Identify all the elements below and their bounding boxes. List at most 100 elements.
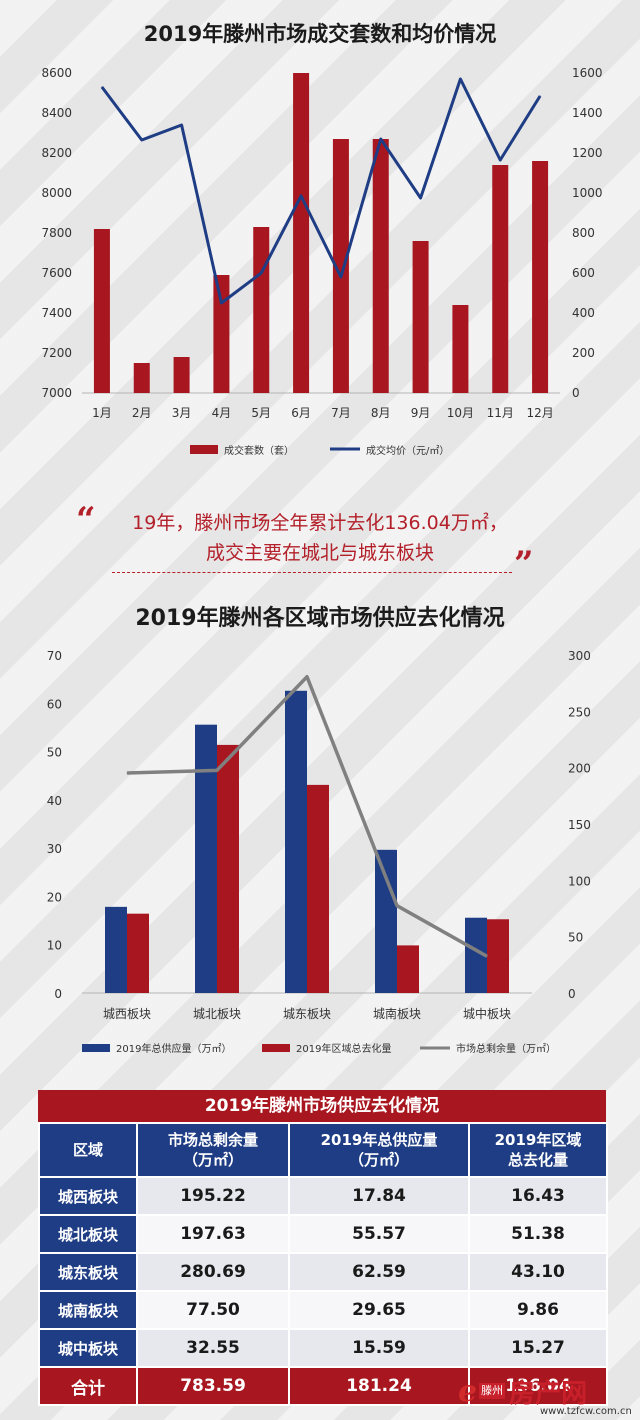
bar-11	[532, 161, 549, 393]
absorb-bar-1	[217, 744, 239, 993]
absorb-bar-2	[307, 784, 329, 993]
x-tick-label-4: 5月	[251, 406, 271, 420]
left-tick-label-5: 8000	[41, 186, 72, 200]
right-tick-label-2-0: 0	[568, 987, 576, 1001]
chart2-title: 2019年滕州各区域市场供应去化情况	[135, 606, 505, 631]
left-tick-label-8: 8600	[41, 66, 72, 80]
right-tick-label-2-6: 300	[568, 649, 591, 663]
table-cell: 15.27	[468, 1328, 608, 1368]
bar-0	[93, 229, 110, 393]
right-tick-label-2-1: 50	[568, 931, 583, 945]
x-tick-label-0: 1月	[92, 406, 112, 420]
table-row: 城南板块 77.50 29.65 9.86	[38, 1290, 608, 1330]
price-point-9	[459, 78, 461, 80]
supply-table: 2019年滕州市场供应去化情况 区域 市场总剩余量 （万㎡） 2019年总供应量 （万㎡…	[38, 1090, 608, 1406]
absorb-bar-0	[127, 913, 149, 993]
remaining-point-1	[216, 769, 218, 771]
price-point-2	[181, 124, 183, 126]
x-tick-label-3: 4月	[212, 406, 232, 420]
price-point-8	[420, 197, 422, 199]
x-tick-label-11: 12月	[526, 406, 553, 420]
price-point-3	[220, 302, 222, 304]
x-tick-label-1: 2月	[132, 406, 152, 420]
x-tick-label-10: 11月	[487, 406, 514, 420]
right-tick-label-2-3: 150	[568, 818, 591, 832]
table-header-0: 区域	[38, 1122, 138, 1178]
right-tick-label-4: 800	[572, 226, 595, 240]
left-tick-label-7: 8400	[41, 106, 72, 120]
supply-bar-0	[105, 906, 127, 993]
table-total-cell: 181.24	[288, 1366, 470, 1406]
bar-2	[173, 357, 190, 393]
table-header-1: 市场总剩余量 （万㎡）	[136, 1122, 290, 1178]
remaining-point-2	[306, 676, 308, 678]
bar-9	[452, 305, 469, 393]
price-point-10	[499, 159, 501, 161]
chart1-title: 2019年滕州市场成交套数和均价情况	[143, 22, 497, 46]
absorb-bar-4	[487, 919, 509, 993]
left-tick-label-2-4: 40	[47, 794, 62, 808]
table-cell: 51.38	[468, 1214, 608, 1254]
legend2-line-label: 市场总剩余量（万㎡）	[456, 1042, 556, 1055]
x-tick-label-2-1: 城北板块	[193, 1007, 241, 1021]
table-row: 城西板块 195.22 17.84 16.43	[38, 1176, 608, 1216]
right-tick-label-3: 600	[572, 266, 595, 280]
left-tick-label-2: 7400	[41, 306, 72, 320]
quote-line-2: 成交主要在城北与城东板块	[205, 542, 434, 564]
left-tick-label-0: 7000	[41, 386, 72, 400]
price-point-0	[101, 86, 103, 88]
legend2-absorb-label: 2019年区域总去化量	[296, 1042, 391, 1055]
right-tick-label-2-4: 200	[568, 762, 591, 776]
table-region-cell: 城南板块	[38, 1290, 138, 1330]
table-cell: 32.55	[136, 1328, 290, 1368]
x-tick-label-8: 9月	[411, 406, 431, 420]
right-tick-label-2-5: 250	[568, 705, 591, 719]
right-tick-label-2: 400	[572, 306, 595, 320]
left-tick-label-2-3: 30	[47, 842, 62, 856]
table-total-cell: 783.59	[136, 1366, 290, 1406]
price-line	[100, 77, 542, 305]
table-total-label: 合计	[38, 1366, 138, 1406]
close-quote-icon: ”	[514, 544, 534, 584]
remaining-point-0	[126, 772, 128, 774]
price-point-1	[141, 139, 143, 141]
remaining-point-3	[396, 905, 398, 907]
table-cell: 15.59	[288, 1328, 470, 1368]
bar-1	[133, 363, 150, 393]
left-tick-label-2-0: 0	[54, 987, 62, 1001]
left-tick-label-3: 7600	[41, 266, 72, 280]
table-grid: 区域 市场总剩余量 （万㎡） 2019年总供应量 （万㎡） 2019年区域 总去化量 城西板…	[38, 1122, 608, 1406]
open-quote-icon: “	[76, 500, 96, 540]
logo-mark-icon: e	[458, 1373, 478, 1409]
region-supply-chart: 0 10 20 30 40 50 60 70 0 50 100 150 200 250 300 城西板块 城北板…	[47, 649, 591, 1055]
bar-7	[372, 139, 389, 393]
legend-bar-swatch	[190, 445, 218, 454]
right-tick-label-7: 1400	[572, 106, 603, 120]
bar-6	[332, 139, 349, 393]
table-cell: 17.84	[288, 1176, 470, 1216]
table-row: 城北板块 197.63 55.57 51.38	[38, 1214, 608, 1254]
left-tick-label-2-7: 70	[47, 649, 62, 663]
right-tick-label-1: 200	[572, 346, 595, 360]
right-tick-label-0: 0	[572, 386, 580, 400]
supply-bar-3	[375, 849, 397, 993]
x-tick-label-2-4: 城中板块	[463, 1006, 511, 1021]
table-cell: 195.22	[136, 1176, 290, 1216]
logo-city: 滕州	[479, 1383, 506, 1399]
logo-url: www.tzfcw.com.cn	[540, 1406, 632, 1417]
left-tick-label-1: 7200	[41, 346, 72, 360]
supply-bar-2	[285, 690, 307, 993]
table-header-3: 2019年区域 总去化量	[468, 1122, 608, 1178]
table-cell: 16.43	[468, 1176, 608, 1216]
price-point-6	[340, 276, 342, 278]
table-title: 2019年滕州市场供应去化情况	[38, 1090, 606, 1122]
table-row: 城东板块 280.69 62.59 43.10	[38, 1252, 608, 1292]
x-tick-label-2-0: 城西板块	[103, 1007, 151, 1021]
table-header-2: 2019年总供应量 （万㎡）	[288, 1122, 470, 1178]
table-cell: 62.59	[288, 1252, 470, 1292]
price-point-7	[380, 138, 382, 140]
logo-name: 房产网	[509, 1378, 588, 1409]
left-tick-label-2-5: 50	[47, 746, 62, 760]
table-region-cell: 城北板块	[38, 1214, 138, 1254]
table-cell: 9.86	[468, 1290, 608, 1330]
